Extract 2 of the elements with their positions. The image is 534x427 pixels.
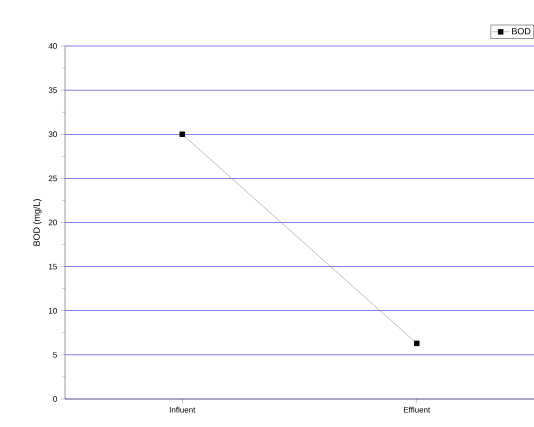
y-axis-title: BOD (mg/L) <box>33 199 42 246</box>
legend-label: BOD <box>512 28 530 34</box>
